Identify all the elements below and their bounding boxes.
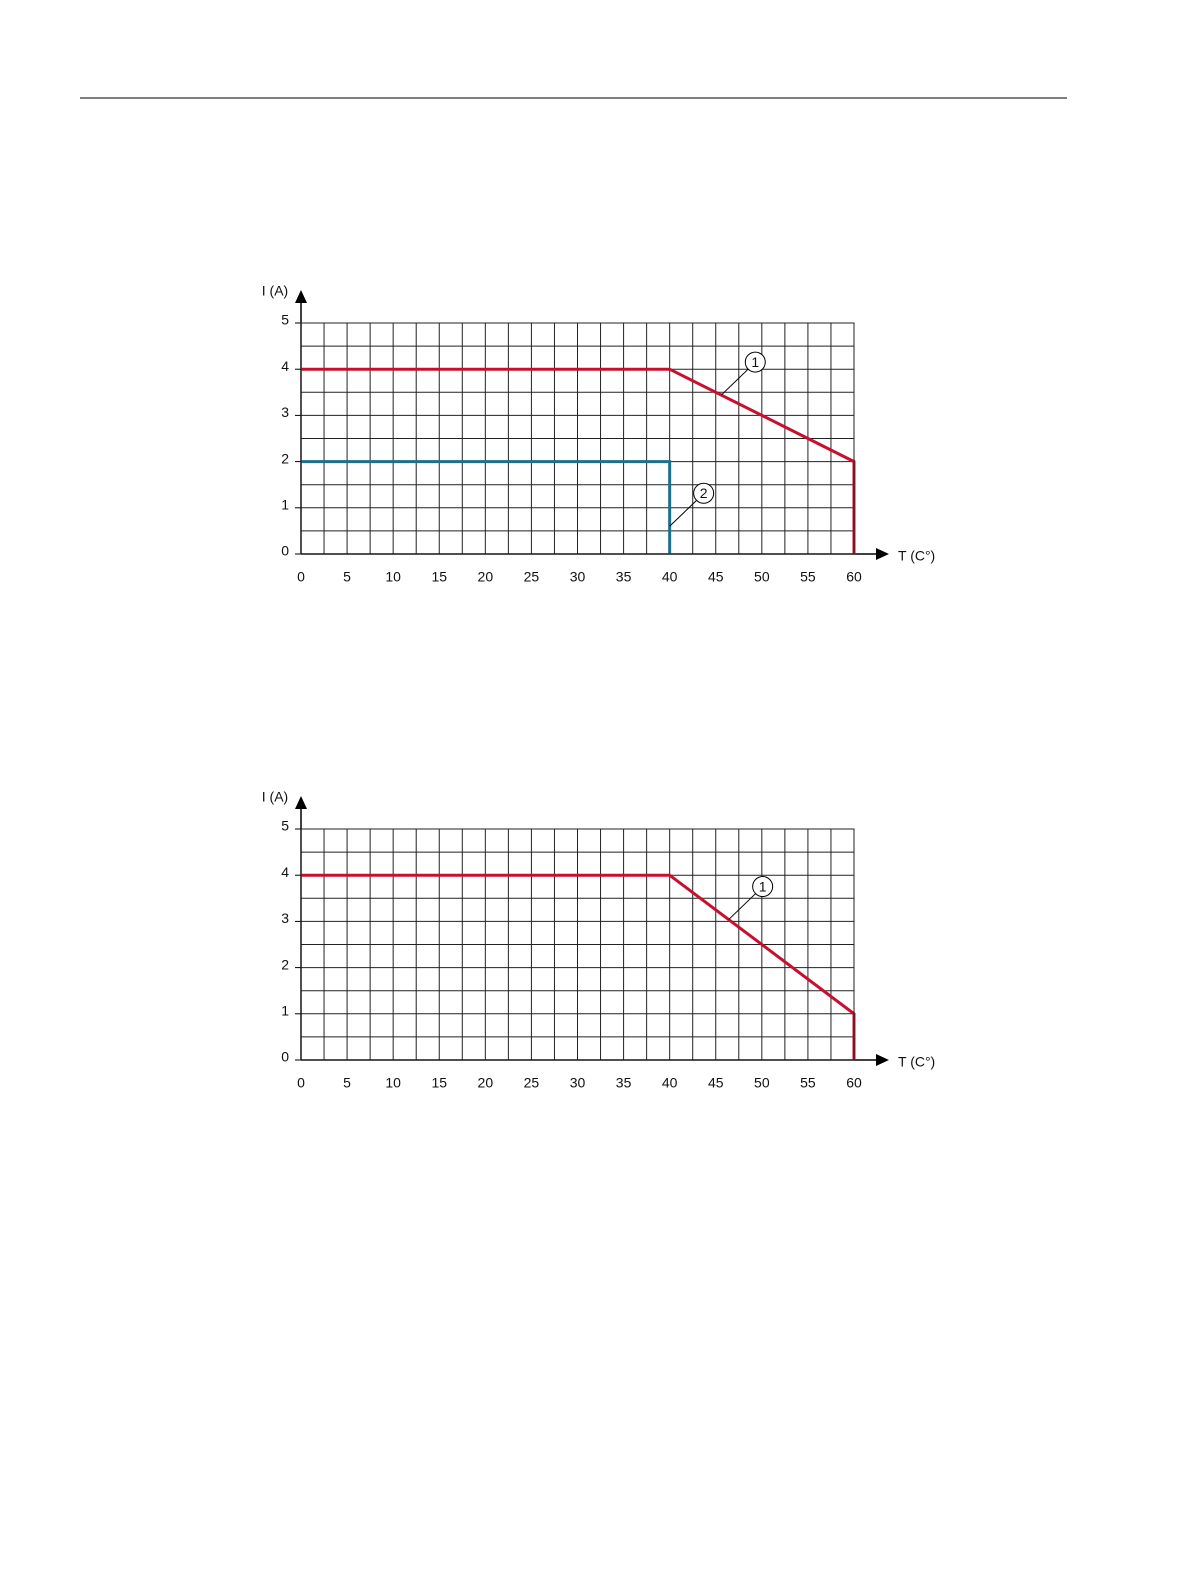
x-tick-label: 5 [343, 569, 351, 585]
y-axis-label: I (A) [262, 789, 288, 805]
x-axis-label: T (C°) [898, 1054, 935, 1070]
plot-frame [300, 322, 855, 555]
x-tick-label: 20 [478, 1075, 494, 1091]
y-tick-label: 4 [281, 864, 289, 880]
callout-circle [752, 876, 774, 898]
y-tick-label: 3 [281, 404, 289, 420]
x-axis-arrow [876, 548, 889, 560]
callout-leader [720, 368, 749, 396]
y-tick-label: 5 [281, 818, 289, 834]
x-tick-label: 55 [800, 569, 816, 585]
x-tick-label: 60 [846, 569, 862, 585]
y-axis-arrow [295, 290, 307, 303]
x-tick-label: 15 [431, 569, 447, 585]
x-tick-label: 45 [708, 569, 724, 585]
y-tick-label: 2 [281, 450, 289, 466]
callout-leader [669, 499, 698, 527]
callout-circle [744, 351, 766, 373]
y-tick-label: 2 [281, 956, 289, 972]
x-tick-label: 30 [570, 569, 586, 585]
callout-leader [728, 893, 757, 920]
x-tick-label: 30 [570, 1075, 586, 1091]
y-tick-label: 3 [281, 910, 289, 926]
x-tick-label: 50 [754, 569, 770, 585]
x-tick-label: 5 [343, 1075, 351, 1091]
callout-label: 2 [700, 485, 708, 501]
x-tick-label: 10 [385, 1075, 401, 1091]
plot-frame [300, 828, 855, 1061]
x-tick-label: 45 [708, 1075, 724, 1091]
x-tick-label: 0 [297, 1075, 305, 1091]
x-tick-label: 25 [524, 1075, 540, 1091]
callout-circle [693, 482, 715, 504]
y-axis-arrow [295, 796, 307, 809]
y-tick-label: 1 [281, 497, 289, 513]
x-tick-label: 0 [297, 569, 305, 585]
x-tick-label: 20 [478, 569, 494, 585]
callout-label: 1 [751, 354, 759, 370]
x-tick-label: 25 [524, 569, 540, 585]
y-axis-label: I (A) [262, 283, 288, 299]
callout-label: 1 [759, 878, 767, 894]
x-axis-arrow [876, 1054, 889, 1066]
y-tick-label: 4 [281, 358, 289, 374]
data-line [301, 460, 672, 554]
y-tick-label: 0 [281, 1049, 289, 1065]
y-tick-label: 0 [281, 543, 289, 559]
x-tick-label: 60 [846, 1075, 862, 1091]
x-tick-label: 35 [616, 569, 632, 585]
y-tick-label: 5 [281, 312, 289, 328]
x-tick-label: 35 [616, 1075, 632, 1091]
x-tick-label: 40 [662, 1075, 678, 1091]
x-tick-label: 10 [385, 569, 401, 585]
x-tick-label: 40 [662, 569, 678, 585]
x-tick-label: 15 [431, 1075, 447, 1091]
x-tick-label: 55 [800, 1075, 816, 1091]
x-tick-label: 50 [754, 1075, 770, 1091]
y-tick-label: 1 [281, 1003, 289, 1019]
x-axis-label: T (C°) [898, 548, 935, 564]
